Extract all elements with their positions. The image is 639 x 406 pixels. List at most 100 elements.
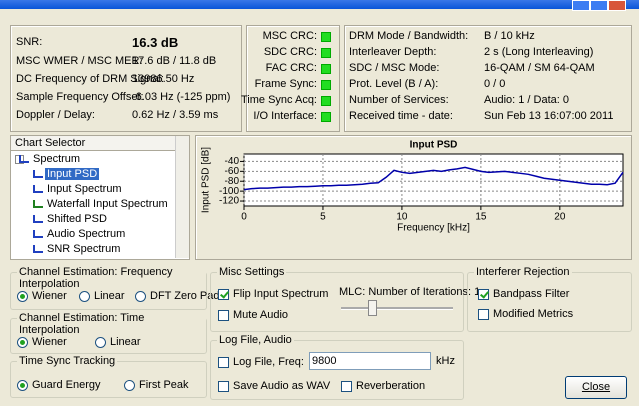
indicator-led: [321, 96, 331, 106]
info-panel: [344, 25, 632, 132]
indicator-label: MSC CRC:: [262, 30, 317, 42]
status-label: Sample Frequency Offset:: [16, 91, 144, 103]
chart-selector-title: Chart Selector: [11, 136, 179, 151]
misc-settings: Misc Settings Flip Input Spectrum Mute Aud…: [210, 266, 480, 332]
info-value: Audio: 1 / Data: 0: [484, 94, 569, 106]
y-tick-label: -60: [225, 166, 240, 177]
option-label[interactable]: Log File, Freq:: [233, 356, 304, 368]
radio-button[interactable]: [135, 291, 146, 302]
status-value: 17.6 dB / 11.8 dB: [132, 55, 217, 67]
radio-button[interactable]: [124, 380, 135, 391]
info-value: 16-QAM / SM 64-QAM: [484, 62, 595, 74]
info-value: 0 / 0: [484, 78, 506, 90]
x-tick-label: 10: [396, 212, 408, 223]
status-value: 13986.50 Hz: [132, 73, 195, 85]
tree-item[interactable]: Waterfall Input Spectrum: [47, 198, 168, 210]
info-value: Sun Feb 13 16:07:00 2011: [484, 110, 614, 122]
status-panel: [10, 25, 242, 132]
checkbox[interactable]: [478, 309, 489, 320]
slider-thumb[interactable]: [368, 300, 377, 316]
checkbox[interactable]: [218, 310, 229, 321]
indicator-led: [321, 48, 331, 58]
unit-label: kHz: [436, 355, 455, 367]
title-bar: [0, 0, 639, 9]
tree-item[interactable]: SNR Spectrum: [47, 243, 121, 255]
x-tick-label: 20: [554, 212, 566, 223]
radio-group: Time Sync Tracking Guard Energy First Peak: [10, 355, 207, 398]
checkbox[interactable]: [218, 357, 229, 368]
slider-track: [341, 307, 453, 310]
option-label[interactable]: Reverberation: [356, 380, 426, 392]
close-button[interactable]: Close: [565, 376, 627, 399]
option-label[interactable]: Wiener: [32, 336, 67, 348]
option-label[interactable]: First Peak: [139, 379, 189, 391]
plot-title: Input PSD: [410, 140, 458, 151]
option-label[interactable]: DFT Zero Pad.: [150, 290, 223, 302]
scrollbar[interactable]: [175, 136, 189, 258]
chart-selector: Chart Selector Spectrum Input PSD Input Sp…: [10, 135, 190, 260]
tree-item[interactable]: Input Spectrum: [47, 183, 122, 195]
radio-button[interactable]: [17, 337, 28, 348]
info-label: Prot. Level (B / A):: [349, 78, 439, 90]
indicator-led: [321, 32, 331, 42]
checkbox[interactable]: [478, 289, 489, 300]
indicator-label: FAC CRC:: [265, 62, 317, 74]
y-axis-label: Input PSD [dB]: [201, 147, 212, 213]
info-label: Received time - date:: [349, 110, 453, 122]
indicator-led: [321, 80, 331, 90]
option-label[interactable]: Flip Input Spectrum: [233, 288, 329, 300]
freq-input[interactable]: 9800: [309, 352, 431, 370]
option-label[interactable]: Bandpass Filter: [493, 288, 570, 300]
info-label: DRM Mode / Bandwidth:: [349, 30, 469, 42]
tree-icon: [19, 155, 29, 163]
mlc-label: MLC: Number of Iterations: 1: [339, 286, 481, 298]
status-label: MSC WMER / MSC MER:: [16, 55, 143, 67]
checkbox[interactable]: [218, 289, 229, 300]
status-label: DC Frequency of DRM Signal:: [16, 73, 164, 85]
checkbox[interactable]: [341, 381, 352, 392]
tree-item[interactable]: Input PSD: [45, 168, 100, 180]
status-value: 16.3 dB: [132, 35, 179, 50]
tree-icon: [33, 200, 43, 208]
close-window-button[interactable]: [608, 0, 626, 11]
x-axis-label: Frequency [kHz]: [397, 223, 470, 234]
info-label: Number of Services:: [349, 94, 449, 106]
option-label[interactable]: Modified Metrics: [493, 308, 574, 320]
x-tick-label: 15: [475, 212, 487, 223]
y-tick-label: -80: [225, 176, 240, 187]
tree-item[interactable]: Audio Spectrum: [47, 228, 126, 240]
indicator-label: I/O Interface:: [253, 110, 317, 122]
radio-button[interactable]: [79, 291, 90, 302]
radio-group: Channel Estimation: Frequency Interpolat…: [10, 266, 223, 310]
minimize-button[interactable]: [572, 0, 590, 11]
info-label: SDC / MSC Mode:: [349, 62, 440, 74]
indicator-label: Frame Sync:: [254, 78, 317, 90]
option-label[interactable]: Linear: [94, 290, 125, 302]
option-label[interactable]: Linear: [110, 336, 141, 348]
option-label[interactable]: Mute Audio: [233, 309, 289, 321]
maximize-button[interactable]: [590, 0, 608, 11]
tree-icon: [33, 170, 43, 178]
psd-chart: Input PSD Frequency [kHz] Input PSD [dB] 0 5…: [201, 140, 624, 234]
option-label[interactable]: Guard Energy: [32, 379, 101, 391]
radio-button[interactable]: [17, 291, 28, 302]
info-value: B / 10 kHz: [484, 30, 535, 42]
group-title: Log File, Audio: [217, 334, 294, 346]
indicator-led: [321, 64, 331, 74]
tree-item[interactable]: Spectrum: [33, 153, 81, 165]
tree-item[interactable]: Shifted PSD: [47, 213, 107, 225]
radio-button[interactable]: [95, 337, 106, 348]
option-label[interactable]: Wiener: [32, 290, 67, 302]
log-file-audio: Log File, Audio Log File, Freq: 9800 kHz Sav…: [210, 334, 464, 400]
group-title: Channel Estimation: Time Interpolation: [17, 312, 206, 336]
checkbox[interactable]: [218, 381, 229, 392]
y-tick-label: -120: [219, 196, 239, 207]
x-tick-label: 5: [320, 212, 326, 223]
option-label[interactable]: Save Audio as WAV: [233, 380, 331, 392]
radio-button[interactable]: [17, 380, 28, 391]
indicator-label: Time Sync Acq:: [240, 94, 317, 106]
y-tick-label: -40: [225, 156, 240, 167]
psd-line: [243, 166, 624, 191]
indicator-led: [321, 112, 331, 122]
